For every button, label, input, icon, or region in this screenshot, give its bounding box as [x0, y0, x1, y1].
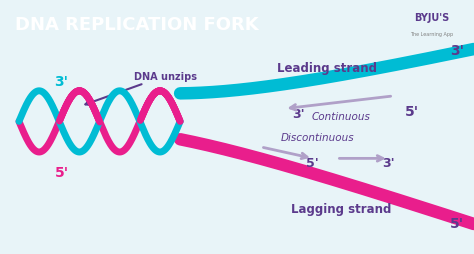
- Text: 5': 5': [307, 156, 319, 169]
- Text: Discontinuous: Discontinuous: [281, 132, 355, 142]
- Text: DNA REPLICATION FORK: DNA REPLICATION FORK: [15, 16, 258, 34]
- Text: 3': 3': [55, 74, 69, 88]
- Text: 3': 3': [450, 44, 465, 58]
- Text: 3': 3': [292, 108, 305, 121]
- Text: BYJU'S: BYJU'S: [414, 13, 449, 23]
- Text: Leading strand: Leading strand: [277, 62, 377, 75]
- Text: DNA unzips: DNA unzips: [85, 71, 197, 105]
- Text: The Learning App: The Learning App: [410, 32, 453, 37]
- Text: 5': 5': [405, 105, 419, 119]
- Text: 5': 5': [450, 217, 465, 230]
- Text: Continuous: Continuous: [312, 112, 371, 122]
- Text: 5': 5': [55, 166, 69, 180]
- Text: 3': 3': [383, 156, 395, 169]
- Text: Lagging strand: Lagging strand: [291, 202, 392, 215]
